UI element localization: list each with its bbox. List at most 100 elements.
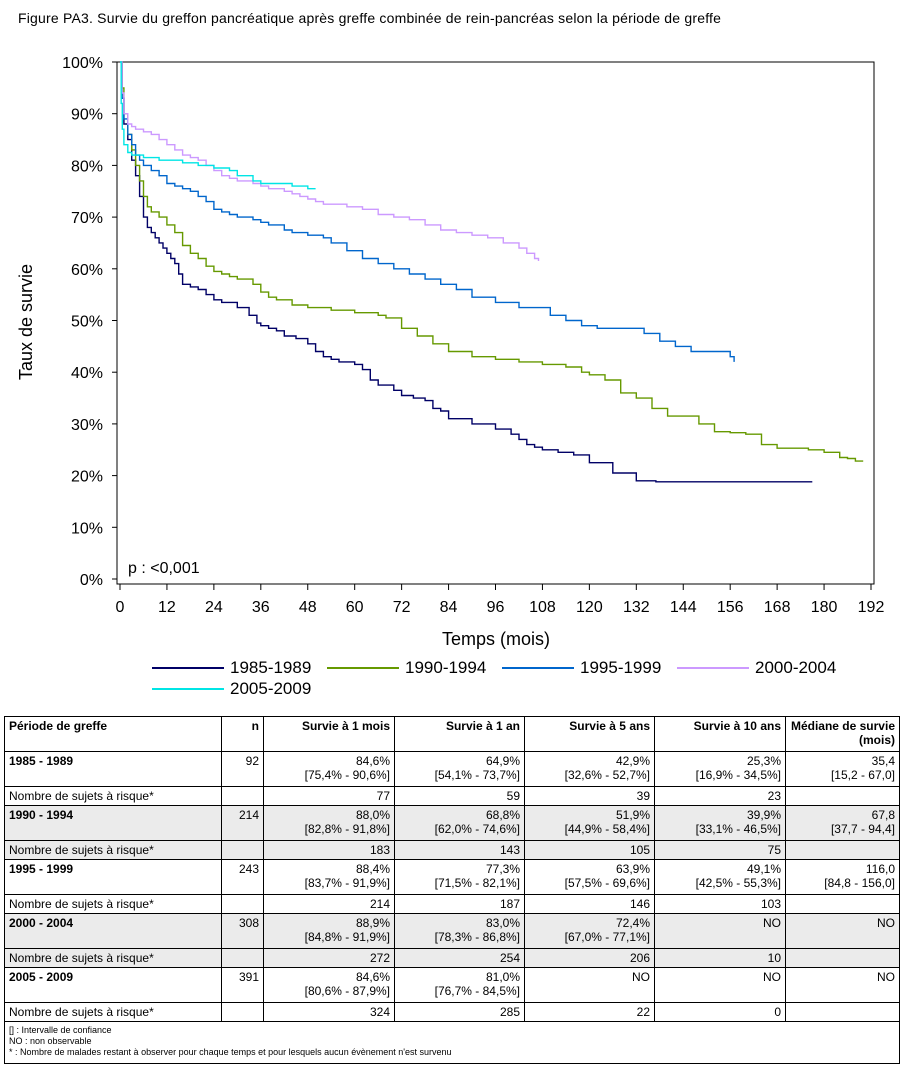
legend-label: 1990-1994 — [405, 658, 487, 677]
table-notes: [] : Intervalle de confiance NO : non ob… — [4, 1021, 900, 1064]
period-cell: 2005 - 2009 — [4, 967, 222, 1003]
risk-count-cell — [785, 1002, 900, 1022]
survival-5-years-cell: 51,9% [44,9% - 58,4%] — [524, 805, 655, 841]
y-tick-label: 60% — [71, 262, 103, 279]
survival-5-years-ci: [32,6% - 52,7%] — [564, 768, 650, 782]
risk-count-cell: 10 — [654, 948, 786, 968]
median-survival-cell: 35,4 [15,2 - 67,0] — [785, 751, 900, 787]
note-risk: * : Nombre de malades restant à observer… — [9, 1047, 452, 1057]
risk-count-cell: 214 — [263, 894, 395, 914]
x-tick-label: 36 — [252, 599, 270, 616]
survival-5-years-value: 72,4% — [615, 916, 650, 930]
risk-label: Nombre de sujets à risque* — [4, 894, 222, 914]
header-n: n — [221, 716, 264, 752]
survival-10-years-value: 39,9% — [746, 808, 781, 822]
median-survival-value: 35,4 — [871, 754, 895, 768]
risk-count-cell: 105 — [524, 840, 655, 860]
risk-count-cell — [785, 894, 900, 914]
survival-1-year-cell: 68,8% [62,0% - 74,6%] — [394, 805, 525, 841]
legend-item-1985-1989: 1985-1989 — [152, 658, 311, 678]
median-survival-ci: [15,2 - 67,0] — [830, 768, 895, 782]
legend-item-2000-2004: 2000-2004 — [677, 658, 836, 678]
survival-10-years-value: 25,3% — [746, 754, 781, 768]
survival-1-month-value: 88,9% — [355, 916, 390, 930]
survival-1-month-cell: 88,4% [83,7% - 91,9%] — [263, 859, 395, 895]
median-survival-value: NO — [877, 916, 895, 930]
survival-1-year-ci: [78,3% - 86,8%] — [434, 930, 520, 944]
legend-swatch — [502, 667, 574, 669]
survival-1-month-cell: 88,9% [84,8% - 91,9%] — [263, 913, 395, 949]
survival-10-years-value: NO — [763, 916, 781, 930]
y-tick-label: 90% — [71, 107, 103, 124]
risk-count-cell: 75 — [654, 840, 786, 860]
risk-count-cell: 146 — [524, 894, 655, 914]
survival-1-year-ci: [76,7% - 84,5%] — [434, 984, 520, 998]
risk-row: Nombre de sujets à risque* 183 143 105 75 — [4, 840, 900, 860]
table-notes-row: [] : Intervalle de confiance NO : non ob… — [4, 1021, 900, 1064]
y-tick-label: 100% — [62, 55, 103, 72]
table-header-row: Période de greffe n Survie à 1 mois Surv… — [4, 716, 900, 752]
legend-label: 2000-2004 — [755, 658, 837, 677]
survival-1-month-ci: [83,7% - 91,9%] — [304, 876, 390, 890]
period-cell: 1995 - 1999 — [4, 859, 222, 895]
header-1-month: Survie à 1 mois — [263, 716, 395, 752]
survival-1-month-ci: [75,4% - 90,6%] — [304, 768, 390, 782]
y-tick-label: 50% — [71, 314, 103, 331]
survival-1-year-ci: [71,5% - 82,1%] — [434, 876, 520, 890]
header-median: Médiane de survie (mois) — [785, 716, 900, 752]
survival-1-year-value: 81,0% — [485, 970, 520, 984]
series-line-1995-1999 — [120, 61, 735, 362]
risk-count-cell: 77 — [263, 786, 395, 806]
x-tick-label: 96 — [487, 599, 505, 616]
period-cell: 1990 - 1994 — [4, 805, 222, 841]
y-axis: 0% 10% 20% 30% 40% 50% 60% 70% 80% 90% 100% — [62, 55, 117, 589]
table-row: 1990 - 1994 214 88,0% [82,8% - 91,8%] 68,8%[… — [4, 805, 900, 841]
survival-1-year-cell: 83,0% [78,3% - 86,8%] — [394, 913, 525, 949]
table-row: 2005 - 2009 391 84,6% [80,6% - 87,9%] 81,0%[… — [4, 967, 900, 1003]
series-line-1985-1989 — [120, 61, 813, 483]
risk-count-cell — [785, 840, 900, 860]
y-tick-label: 30% — [71, 417, 103, 434]
plot-frame — [116, 61, 875, 585]
risk-row: Nombre de sujets à risque* 77 59 39 23 — [4, 786, 900, 806]
note-no: NO : non observable — [9, 1036, 92, 1046]
survival-1-year-value: 68,8% — [485, 808, 520, 822]
n-cell: 214 — [221, 805, 264, 841]
x-axis-title: Temps (mois) — [442, 629, 550, 649]
survival-10-years-ci: [16,9% - 34,5%] — [695, 768, 781, 782]
survival-5-years-cell: 72,4% [67,0% - 77,1%] — [524, 913, 655, 949]
survival-5-years-value: 63,9% — [615, 862, 650, 876]
note-ci: [] : Intervalle de confiance — [9, 1025, 112, 1035]
risk-n-cell — [221, 786, 264, 806]
risk-n-cell — [221, 1002, 264, 1022]
survival-10-years-ci: [42,5% - 55,3%] — [695, 876, 781, 890]
risk-n-cell — [221, 894, 264, 914]
risk-count-cell: 143 — [394, 840, 525, 860]
survival-1-month-value: 88,4% — [355, 862, 390, 876]
legend-swatch — [152, 688, 224, 690]
survival-1-year-cell: 64,9% [54,1% - 73,7%] — [394, 751, 525, 787]
median-survival-cell: 67,8 [37,7 - 94,4] — [785, 805, 900, 841]
risk-count-cell: 254 — [394, 948, 525, 968]
survival-1-year-ci: [62,0% - 74,6%] — [434, 822, 520, 836]
series-line-2005-2009 — [120, 61, 316, 190]
median-survival-cell: 116,0 [84,8 - 156,0] — [785, 859, 900, 895]
x-tick-label: 12 — [158, 599, 176, 616]
survival-1-month-value: 84,6% — [355, 970, 390, 984]
legend-item-1990-1994: 1990-1994 — [327, 658, 486, 678]
risk-count-cell: 272 — [263, 948, 395, 968]
risk-label: Nombre de sujets à risque* — [4, 948, 222, 968]
survival-10-years-cell: 39,9% [33,1% - 46,5%] — [654, 805, 786, 841]
p-value-annotation: p : <0,001 — [128, 560, 200, 577]
header-10-years: Survie à 10 ans — [654, 716, 786, 752]
survival-10-years-value: 49,1% — [746, 862, 781, 876]
survival-1-month-value: 88,0% — [355, 808, 390, 822]
survival-1-month-ci: [82,8% - 91,8%] — [304, 822, 390, 836]
table-row: 2000 - 2004 308 88,9% [84,8% - 91,9%] 83,0%[… — [4, 913, 900, 949]
risk-label: Nombre de sujets à risque* — [4, 840, 222, 860]
x-tick-label: 156 — [717, 599, 744, 616]
survival-1-year-cell: 77,3% [71,5% - 82,1%] — [394, 859, 525, 895]
header-5-years: Survie à 5 ans — [524, 716, 655, 752]
median-survival-value: 116,0 — [865, 862, 895, 876]
survival-5-years-ci: [57,5% - 69,6%] — [564, 876, 650, 890]
